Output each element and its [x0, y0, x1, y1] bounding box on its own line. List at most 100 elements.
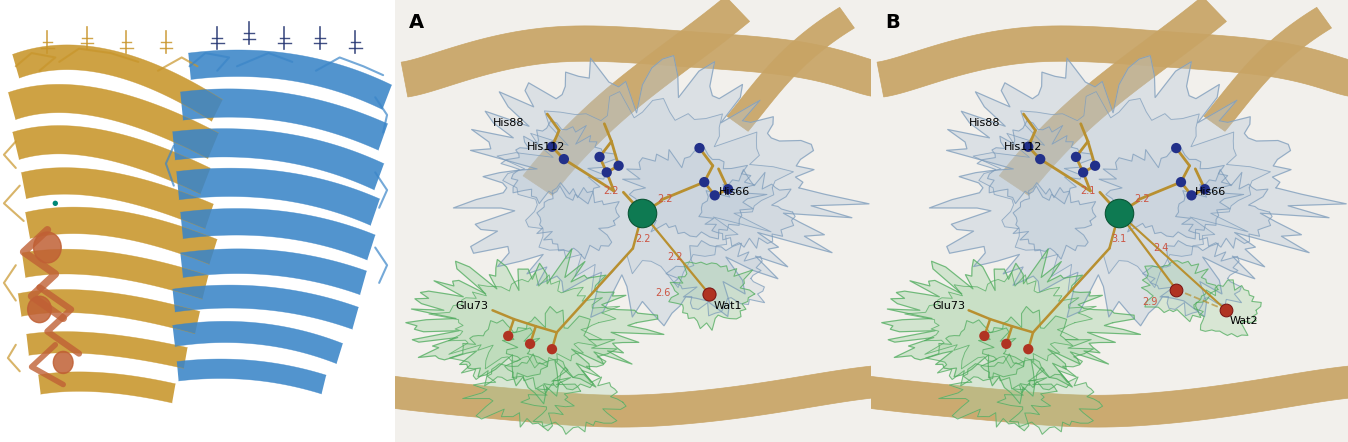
Polygon shape [669, 262, 755, 330]
Circle shape [34, 232, 61, 263]
Point [1108, 210, 1130, 217]
Text: 2.2: 2.2 [658, 194, 673, 205]
Polygon shape [979, 306, 1093, 393]
Polygon shape [497, 91, 794, 293]
Polygon shape [22, 249, 209, 299]
Point [1194, 186, 1216, 193]
Text: Wat2: Wat2 [1229, 316, 1258, 326]
Point [698, 290, 720, 297]
Polygon shape [453, 56, 869, 326]
Point [1181, 192, 1202, 199]
Polygon shape [27, 332, 187, 369]
Text: His88: His88 [969, 118, 1000, 128]
Text: His66: His66 [718, 187, 749, 198]
Polygon shape [878, 26, 1348, 97]
Polygon shape [938, 354, 1057, 431]
Polygon shape [698, 170, 795, 248]
Point [596, 169, 617, 176]
Text: 2.4: 2.4 [1154, 243, 1169, 253]
Polygon shape [18, 290, 200, 334]
Polygon shape [977, 121, 1093, 204]
Polygon shape [999, 0, 1227, 195]
Text: His88: His88 [492, 118, 524, 128]
Point [1065, 153, 1086, 160]
Text: His112: His112 [527, 142, 566, 152]
Point [1084, 162, 1105, 169]
Text: Wat1: Wat1 [714, 301, 743, 312]
Polygon shape [368, 364, 896, 427]
Point [541, 143, 562, 150]
Point [1073, 169, 1095, 176]
Point [1166, 286, 1188, 293]
Polygon shape [189, 50, 392, 110]
Point [541, 346, 562, 353]
Polygon shape [727, 8, 855, 131]
Point [553, 156, 574, 163]
Point [632, 210, 654, 217]
Polygon shape [1194, 280, 1262, 337]
Point [589, 153, 611, 160]
Point [1018, 346, 1039, 353]
Point [519, 340, 541, 347]
Point [973, 332, 995, 339]
Text: 2.2: 2.2 [635, 234, 650, 244]
Text: Glu73: Glu73 [931, 301, 965, 311]
Polygon shape [8, 84, 218, 159]
Point [996, 340, 1018, 347]
Polygon shape [38, 372, 175, 403]
Polygon shape [520, 367, 625, 434]
Polygon shape [501, 121, 616, 204]
Point [1030, 156, 1051, 163]
Polygon shape [926, 320, 1023, 386]
Text: 2.1: 2.1 [1080, 187, 1095, 197]
Polygon shape [1142, 261, 1219, 322]
Text: 2.2: 2.2 [1134, 194, 1150, 205]
Polygon shape [929, 56, 1347, 326]
Polygon shape [666, 240, 764, 316]
Point [704, 192, 725, 199]
Polygon shape [462, 354, 581, 431]
Polygon shape [12, 126, 210, 194]
Polygon shape [998, 367, 1103, 434]
Text: His66: His66 [1196, 187, 1227, 198]
Polygon shape [12, 45, 222, 121]
Point [689, 145, 710, 152]
Text: 2.2: 2.2 [604, 187, 619, 197]
Polygon shape [844, 364, 1348, 427]
Polygon shape [905, 272, 1096, 369]
Polygon shape [503, 306, 617, 393]
Polygon shape [181, 89, 388, 150]
Polygon shape [173, 321, 342, 364]
Text: 3.1: 3.1 [1111, 234, 1127, 244]
Polygon shape [26, 207, 217, 264]
Point [1018, 143, 1039, 150]
Polygon shape [623, 148, 767, 239]
Polygon shape [22, 168, 213, 229]
Polygon shape [1175, 170, 1273, 248]
Point [497, 332, 519, 339]
Polygon shape [1143, 240, 1242, 316]
Polygon shape [173, 129, 384, 190]
Polygon shape [882, 249, 1140, 404]
Polygon shape [973, 91, 1270, 293]
Point [44, 200, 66, 207]
Text: 2.6: 2.6 [655, 288, 671, 298]
Polygon shape [523, 0, 749, 195]
Polygon shape [429, 272, 620, 369]
Text: His112: His112 [1003, 142, 1042, 152]
Circle shape [54, 351, 73, 373]
Polygon shape [181, 249, 367, 295]
Point [1170, 179, 1192, 186]
Text: 2.2: 2.2 [667, 252, 682, 262]
Circle shape [28, 296, 51, 323]
Polygon shape [177, 168, 380, 225]
Point [1166, 145, 1188, 152]
Polygon shape [402, 26, 883, 97]
Polygon shape [181, 209, 375, 260]
Point [608, 162, 630, 169]
Text: A: A [410, 13, 425, 32]
Text: 2.9: 2.9 [1142, 297, 1157, 307]
Polygon shape [1204, 8, 1332, 131]
Text: B: B [886, 13, 900, 32]
Polygon shape [450, 320, 547, 386]
